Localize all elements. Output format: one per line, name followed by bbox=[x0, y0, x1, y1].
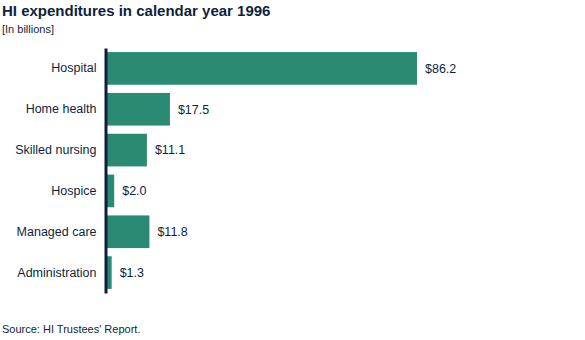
tick-label: Hospital bbox=[51, 61, 96, 75]
subtitle: [In billions] bbox=[2, 23, 54, 35]
tick-label: Skilled nursing bbox=[15, 143, 96, 157]
data-label: $11.8 bbox=[157, 225, 187, 239]
bar bbox=[107, 256, 112, 289]
category-axis: Hospital Home health Skilled nursing Hospic… bbox=[15, 49, 106, 294]
tick-label: Home health bbox=[26, 102, 97, 116]
title: HI expenditures in calendar year 1996 bbox=[2, 2, 270, 19]
tick: Administration bbox=[17, 266, 96, 280]
tick-label: Hospice bbox=[51, 184, 96, 198]
data-label: $86.2 bbox=[425, 62, 456, 76]
data-labels: $86.2 $17.5 $11.1 $2.0 $11.8 $1.3 bbox=[120, 62, 457, 280]
data-label: $17.5 bbox=[178, 103, 209, 117]
chart: HI expenditures in calendar year 1996 [In… bbox=[0, 0, 585, 340]
tick: Hospice bbox=[51, 184, 96, 198]
axis-line bbox=[105, 49, 108, 294]
bar bbox=[107, 52, 417, 85]
tick: Skilled nursing bbox=[15, 143, 96, 157]
tick: Hospital bbox=[51, 61, 96, 75]
bars bbox=[107, 52, 417, 289]
data-label: $2.0 bbox=[122, 184, 146, 198]
bar bbox=[107, 175, 114, 208]
data-label: $11.1 bbox=[155, 143, 185, 157]
tick: Managed care bbox=[17, 225, 97, 239]
tick: Home health bbox=[26, 102, 97, 116]
bar bbox=[107, 93, 170, 126]
tick-label: Administration bbox=[17, 266, 96, 280]
bar bbox=[107, 134, 147, 167]
data-label: $1.3 bbox=[120, 266, 144, 280]
tick-label: Managed care bbox=[17, 225, 97, 239]
source: Source: HI Trustees' Report. bbox=[2, 323, 140, 335]
bar bbox=[107, 215, 149, 248]
